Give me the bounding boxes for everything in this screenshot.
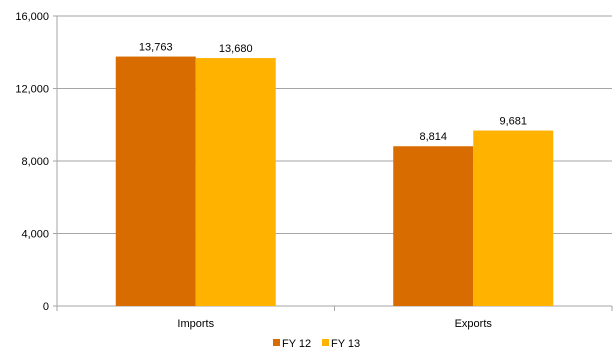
y-tick-label: 8,000 [21,156,49,168]
data-label: 9,681 [499,116,527,128]
legend-swatch [322,339,329,346]
y-tick-label: 0 [43,301,49,313]
legend: FY 12 FY 13 [273,338,360,350]
legend-label: FY 13 [331,338,360,350]
y-tick-label: 12,000 [15,84,49,96]
bar-fy-12-exports [393,146,474,306]
legend-label: FY 12 [282,338,311,350]
bar-fy-13-exports [473,130,554,306]
data-label: 13,680 [219,43,253,55]
y-tick-label: 16,000 [15,11,49,23]
bar-fy-12-imports [115,56,196,306]
x-tick-label: Imports [177,318,214,330]
y-axis-ticks: 0 4,000 8,000 12,000 16,000 [15,11,57,313]
x-axis-ticks: Imports Exports [56,306,613,330]
x-tick-label: Exports [455,318,493,330]
legend-swatch [273,339,280,346]
data-label: 13,763 [139,42,173,54]
data-labels: 13,763 13,680 8,814 9,681 [139,42,527,144]
data-label: 8,814 [419,131,447,143]
bar-fy-13-imports [195,58,276,306]
bars [115,56,554,306]
y-tick-label: 4,000 [21,229,49,241]
